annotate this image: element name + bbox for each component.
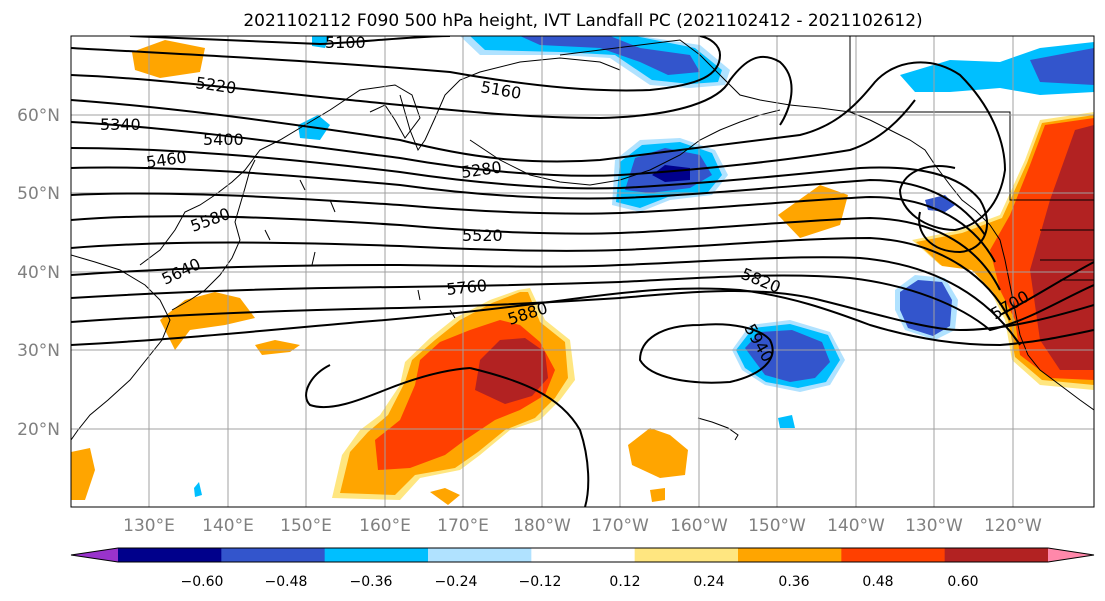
- coastline-na-west: [989, 224, 1094, 411]
- lat-label: 20°N: [17, 420, 60, 440]
- contour-label: 5340: [100, 115, 141, 134]
- colorbar-segment: [324, 548, 429, 562]
- ivt-negative-north-036: [470, 36, 722, 84]
- coastline-japan: [171, 159, 256, 311]
- ivt-negative-small: [312, 36, 330, 48]
- contour-label: 5100: [325, 33, 366, 52]
- contour-5820: [71, 290, 1094, 332]
- ivt-shading: [71, 36, 1094, 505]
- colorbar: −0.60 −0.48 −0.36 −0.24 −0.12 0.12 0.24 …: [70, 547, 1095, 590]
- contour-5460: [71, 166, 986, 236]
- coastline-canada-grid: [849, 36, 1094, 201]
- contour-5520: [71, 192, 996, 263]
- contour-5220: [71, 55, 793, 126]
- colorbar-tick-label: 0.12: [609, 574, 640, 590]
- colorbar-outline: [70, 547, 1095, 563]
- figure-title: 2021102112 F090 500 hPa height, IVT Land…: [243, 11, 922, 31]
- lon-label: 140°E: [202, 516, 254, 536]
- lon-label: 130°W: [905, 516, 963, 536]
- coastline-korea-china: [139, 84, 421, 266]
- colorbar-segment: [428, 548, 532, 562]
- lon-label: 150°W: [748, 516, 806, 536]
- coastline-aleutians: [469, 109, 781, 186]
- contour-5700: [71, 256, 1094, 346]
- lon-label: 120°W: [984, 516, 1042, 536]
- longitude-labels: 130°E 140°E 150°E 160°E 170°E 180°W 170°…: [123, 516, 1042, 536]
- lat-label: 30°N: [17, 341, 60, 361]
- ivt-negative-ne-036: [900, 280, 952, 336]
- colorbar-tick-label: −0.12: [519, 574, 562, 590]
- contour-5400: [71, 147, 989, 254]
- colorbar-tick-label: 0.60: [947, 574, 978, 590]
- colorbar-segment: [738, 548, 842, 562]
- contour-5880: [71, 287, 1094, 347]
- contour-5160: [71, 36, 722, 92]
- lon-label: 140°W: [827, 516, 885, 536]
- colorbar-tick-label: −0.48: [265, 574, 308, 590]
- colorbar-segments: [70, 547, 1095, 563]
- ivt-negative-small: [194, 482, 202, 497]
- contour-5100: [129, 36, 451, 46]
- lon-label: 150°E: [280, 516, 332, 536]
- lon-label: 180°W: [513, 516, 571, 536]
- colorbar-extend-high: [1048, 548, 1094, 562]
- coastline-usa-states: [1040, 229, 1094, 281]
- contour-5580: [71, 215, 1001, 291]
- colorbar-tick-labels: −0.60 −0.48 −0.36 −0.24 −0.12 0.12 0.24 …: [181, 574, 979, 590]
- map-frame: [70, 35, 1095, 508]
- lon-label: 130°E: [123, 516, 175, 536]
- ivt-negative-canada-048: [1030, 48, 1094, 85]
- contour-5760: [71, 274, 1094, 332]
- lat-label: 40°N: [17, 263, 60, 283]
- coastline-kamchatka: [399, 57, 621, 152]
- ivt-negative-north-048: [520, 36, 700, 75]
- coastline-pacific-islands: [264, 179, 456, 319]
- colorbar-segment: [118, 548, 222, 562]
- height-contours: [71, 36, 1094, 507]
- lon-label: 170°W: [591, 516, 649, 536]
- coastlines: [71, 36, 1094, 441]
- ivt-positive-patch: [132, 40, 205, 78]
- ivt-positive-patch: [160, 292, 255, 350]
- latitude-labels: 60°N 50°N 40°N 30°N 20°N: [17, 106, 60, 440]
- colorbar-tick-label: −0.24: [435, 574, 478, 590]
- ivt-positive-patch: [628, 428, 688, 478]
- lon-label: 160°E: [359, 516, 411, 536]
- colorbar-segment: [531, 548, 636, 562]
- ivt-positive-patch: [71, 448, 95, 500]
- ivt-negative-gulf-060: [652, 165, 690, 182]
- map-panel: 5100 5160 5220 5280 5340 5400 5460 5520 …: [70, 33, 1095, 508]
- ivt-positive-patch: [650, 488, 665, 502]
- colorbar-tick-label: 0.48: [862, 574, 893, 590]
- contour-label: 5400: [203, 130, 244, 149]
- colorbar-segment: [634, 548, 739, 562]
- colorbar-tick-label: −0.36: [350, 574, 393, 590]
- ivt-positive-patch: [430, 488, 460, 505]
- colorbar-segment: [944, 548, 1049, 562]
- ivt-positive-patch: [255, 340, 300, 355]
- colorbar-extend-low: [71, 548, 118, 562]
- colorbar-tick-label: 0.36: [778, 574, 809, 590]
- contour-5940-ring: [469, 323, 774, 507]
- contour-label: 5760: [445, 276, 487, 299]
- lon-label: 170°E: [437, 516, 489, 536]
- contour-5280: [71, 61, 1007, 232]
- colorbar-segment: [841, 548, 946, 562]
- colorbar-segment: [221, 548, 326, 562]
- coastline-hawaii: [697, 417, 739, 441]
- ivt-negative-sub-048: [745, 330, 830, 382]
- contour-5940: [305, 364, 471, 409]
- lon-label: 160°W: [670, 516, 728, 536]
- ivt-negative-small: [778, 415, 795, 428]
- lat-label: 60°N: [17, 106, 60, 126]
- contour-5340: [71, 99, 916, 177]
- contour-5640: [71, 236, 1011, 321]
- colorbar-tick-label: −0.60: [181, 574, 224, 590]
- lat-label: 50°N: [17, 184, 60, 204]
- colorbar-tick-label: 0.24: [693, 574, 724, 590]
- coastline-alaska: [559, 39, 991, 226]
- contour-label: 5520: [462, 226, 503, 245]
